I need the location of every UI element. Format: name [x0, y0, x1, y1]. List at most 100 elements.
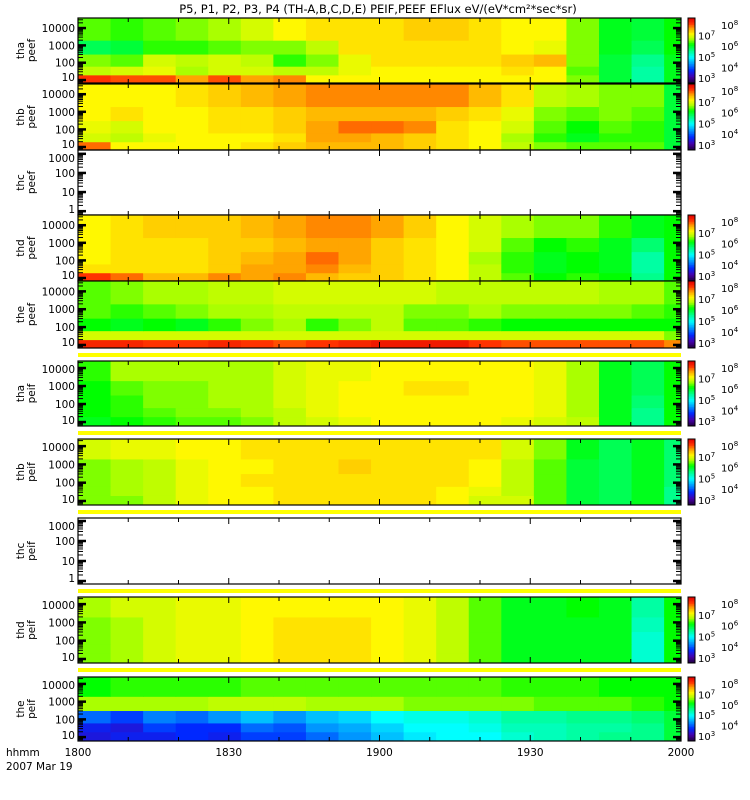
- heatmap-cell: [403, 263, 437, 274]
- heatmap-cell: [566, 495, 600, 506]
- heatmap-cell: [501, 263, 535, 274]
- y-tick-label: 10: [62, 494, 75, 506]
- colorbar-base: 10: [698, 250, 711, 261]
- colorbar-swatch: [688, 377, 695, 380]
- colorbar-base: 10: [721, 240, 734, 251]
- heatmap-cell: [403, 486, 437, 496]
- heatmap-cell: [143, 677, 177, 697]
- heatmap-cell: [208, 677, 242, 697]
- heatmap-cell: [403, 696, 437, 712]
- colorbar-swatch: [688, 403, 695, 406]
- y-tick-label: 10: [62, 72, 75, 84]
- heatmap-cell: [110, 330, 144, 341]
- heatmap-cell: [403, 439, 437, 460]
- heatmap-cell: [598, 631, 633, 645]
- heatmap-cell: [501, 731, 535, 742]
- heatmap-cell: [631, 84, 665, 108]
- heatmap-cell: [273, 416, 307, 427]
- heatmap-cell: [240, 303, 274, 319]
- colorbar-swatch: [688, 367, 695, 370]
- heatmap-cell: [468, 416, 502, 427]
- heatmap-cell: [175, 106, 209, 122]
- heatmap-cell: [566, 84, 600, 108]
- colorbar-swatch: [688, 715, 695, 718]
- colorbar-base: 10: [721, 485, 734, 496]
- colorbar-swatch: [688, 631, 695, 634]
- heatmap-cell: [664, 361, 682, 382]
- colorbar-swatch: [688, 605, 695, 608]
- heatmap-cell: [305, 263, 339, 274]
- heatmap-cell: [273, 644, 307, 654]
- heatmap-cell: [533, 272, 567, 282]
- colorbar-swatch: [688, 39, 695, 42]
- heatmap-cell: [598, 54, 633, 67]
- panel-label: tha peef: [15, 39, 38, 63]
- heatmap-cell: [338, 330, 372, 341]
- colorbar-swatch: [688, 701, 695, 704]
- heatmap-cell: [208, 597, 242, 618]
- colorbar-swatch: [688, 500, 695, 503]
- heatmap-cell: [78, 106, 112, 122]
- heatmap-cell: [273, 731, 307, 742]
- heatmap-cell: [78, 120, 112, 134]
- y-tick-label: 100: [55, 322, 75, 334]
- colorbar-base: 10: [698, 654, 711, 665]
- y-tick-label: 100: [55, 255, 75, 267]
- heatmap-cell: [598, 281, 633, 305]
- colorbar-swatch: [688, 597, 695, 600]
- heatmap-cell: [371, 303, 405, 319]
- colorbar-swatch: [688, 26, 695, 29]
- colorbar-frame: [687, 280, 696, 349]
- heatmap-cell: [436, 318, 470, 332]
- heatmap-cell: [305, 40, 339, 55]
- heatmap-cell: [468, 106, 502, 122]
- colorbar-base: 10: [721, 406, 734, 417]
- heatmap-cell: [403, 237, 437, 253]
- heatmap-cell: [143, 439, 177, 460]
- colorbar-swatch: [688, 472, 695, 475]
- colorbar-swatch: [688, 610, 695, 613]
- heatmap-cell: [598, 215, 633, 239]
- heatmap-cell: [143, 380, 177, 396]
- colorbar-swatch: [688, 656, 695, 659]
- colorbar-swatch: [688, 458, 695, 461]
- colorbar-exponent: 6: [734, 107, 739, 115]
- heatmap-cell: [273, 407, 307, 418]
- heatmap-cell: [338, 495, 372, 506]
- colorbar-swatch: [688, 445, 695, 448]
- heatmap-cell: [110, 653, 144, 664]
- heatmap-cell: [143, 722, 177, 733]
- heatmap-cell: [598, 18, 633, 41]
- heatmap-cell: [240, 616, 274, 633]
- colorbar-swatch: [688, 457, 695, 460]
- heatmap-cell: [338, 237, 372, 253]
- colorbar-swatch: [688, 95, 695, 98]
- heatmap-cell: [338, 644, 372, 654]
- heatmap-cell: [566, 696, 600, 712]
- colorbar-tick-label: 105: [698, 315, 715, 328]
- heatmap-cell: [143, 597, 177, 618]
- heatmap-cell: [110, 631, 144, 645]
- colorbar-swatch: [688, 503, 695, 506]
- heatmap-cell: [533, 696, 567, 712]
- heatmap-cell: [273, 339, 307, 349]
- heatmap-cell: [664, 141, 682, 151]
- colorbar-swatch: [688, 254, 695, 257]
- colorbar-base: 10: [698, 632, 711, 643]
- heatmap-cell: [305, 631, 339, 645]
- colorbar-swatch: [688, 292, 695, 295]
- colorbar-swatch: [688, 618, 695, 621]
- colorbar-exponent: 4: [734, 259, 739, 267]
- heatmap-cell: [240, 458, 274, 475]
- y-tick-label: 1000: [48, 521, 75, 533]
- heatmap-cell: [338, 380, 372, 396]
- colorbar-swatch: [688, 294, 695, 297]
- heatmap-cell: [566, 263, 600, 274]
- colorbar-tick-label: 108: [721, 362, 738, 375]
- colorbar-swatch: [688, 475, 695, 478]
- heatmap-cell: [143, 361, 177, 382]
- heatmap-cell: [533, 106, 567, 122]
- colorbar-swatch: [688, 658, 695, 661]
- heatmap-cell: [501, 458, 535, 475]
